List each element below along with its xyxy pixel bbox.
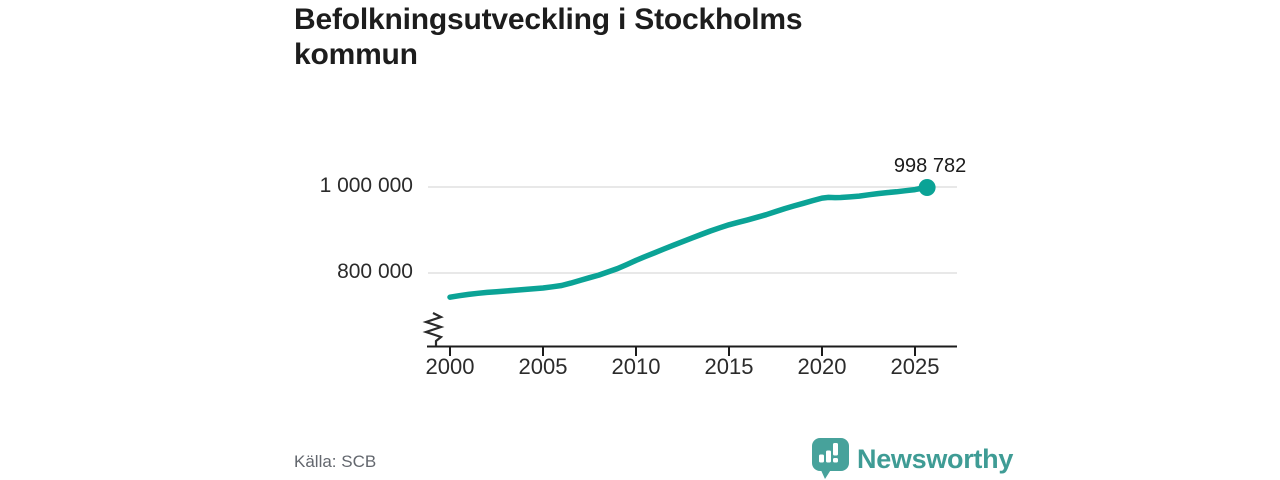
x-axis-ticks [449,347,916,356]
latest-point-marker [918,179,936,196]
gridlines [428,186,957,274]
chart-title: Befolkningsutveckling i Stockholms kommu… [294,3,803,72]
newsworthy-icon [812,438,849,479]
x-axis [422,312,957,356]
newsworthy-logo[interactable]: Newsworthy [812,438,1013,480]
source-caption: Källa: SCB [294,452,377,471]
newsworthy-wordmark: Newsworthy [857,443,1014,474]
axis-break-icon [422,312,445,346]
population-line [447,184,930,300]
latest-value-label: 998 782 [893,155,967,177]
